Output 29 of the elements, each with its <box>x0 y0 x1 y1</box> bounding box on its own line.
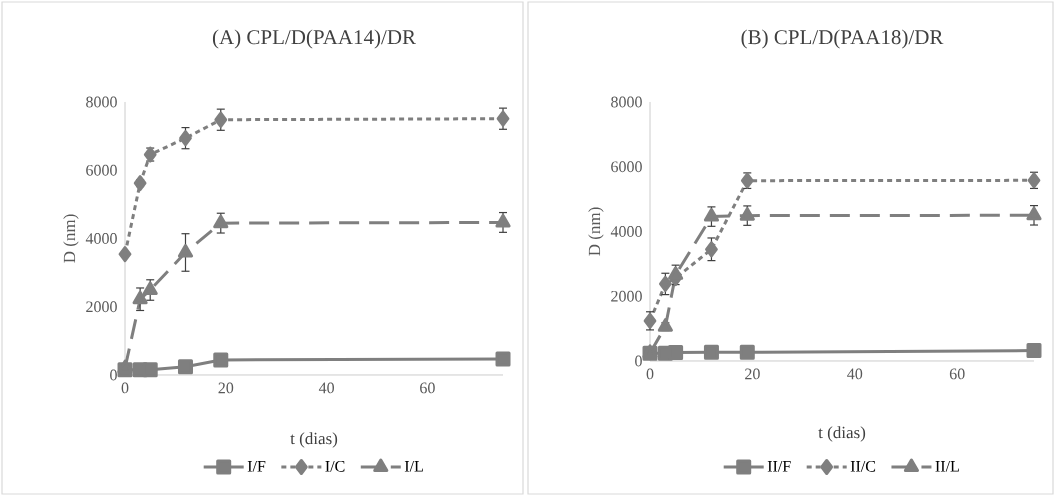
x-tick-label: 60 <box>949 368 965 380</box>
x-axis-title: t (dias) <box>290 432 338 448</box>
x-tick-label: 40 <box>847 368 863 380</box>
legend-label: II/F <box>767 460 791 472</box>
x-tick-label: 40 <box>318 382 334 394</box>
x-tick-label: 0 <box>121 382 129 394</box>
y-tick-label: 2000 <box>86 301 117 313</box>
y-axis-title: D (nm) <box>63 214 79 263</box>
y-tick-label: 4000 <box>85 233 117 244</box>
y-tick-label: 6000 <box>86 164 117 176</box>
y-axis-title: D (nm) <box>588 207 604 256</box>
y-tick-label: 8000 <box>86 96 117 108</box>
x-tick-label: 20 <box>218 382 234 394</box>
x-tick-label: 60 <box>420 382 435 394</box>
legend-label: I/L <box>404 460 423 472</box>
legend-label: I/F <box>247 460 266 472</box>
y-tick-label: 0 <box>635 355 642 367</box>
chart-title: (A) CPL/D(PAA14)/DR <box>212 29 416 49</box>
x-tick-label: 20 <box>745 368 760 380</box>
y-tick-label: 4000 <box>610 226 642 237</box>
legend-label: I/C <box>325 460 345 472</box>
chart-title: (B) CPL/D(PAA18)/DR <box>741 29 944 49</box>
x-tick-label: 0 <box>646 368 654 380</box>
x-axis-title: t (dias) <box>818 426 866 442</box>
y-tick-label: 2000 <box>611 290 642 302</box>
y-tick-label: 8000 <box>611 96 642 108</box>
legend-label: II/C <box>850 460 876 472</box>
y-tick-label: 6000 <box>611 161 642 173</box>
legend-label: II/L <box>935 460 959 472</box>
